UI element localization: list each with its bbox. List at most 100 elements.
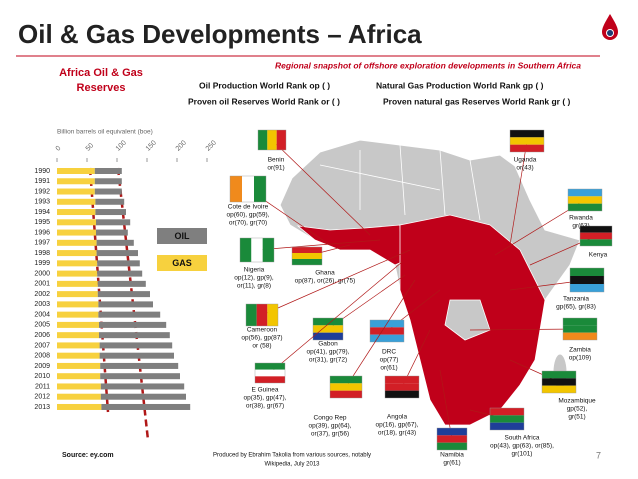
bar-segment	[57, 239, 97, 246]
flag-stripe	[262, 238, 274, 262]
flag	[329, 375, 363, 399]
flag	[489, 407, 525, 431]
bar-segment	[57, 352, 100, 359]
rank-key: Natural Gas Production World Rank gp ( )	[376, 80, 544, 90]
flag-stripe	[254, 176, 266, 202]
flag-stripe	[563, 318, 597, 326]
source: Source: ey.com	[62, 452, 114, 459]
country-ranks: op(60), gp(59),	[227, 212, 270, 219]
flag-stripe	[490, 422, 524, 430]
bar-segment	[94, 188, 122, 195]
bar-segment	[99, 321, 167, 328]
country-ranks: or (58)	[252, 343, 271, 350]
legend-swatch	[157, 255, 207, 271]
flag-stripe	[510, 130, 544, 138]
country-ranks: op(39), gp(64),	[309, 423, 352, 430]
bar-segment	[100, 393, 186, 400]
flag-stripe	[258, 130, 268, 150]
country-name: Ghana	[315, 270, 335, 277]
country-name: Nigeria	[244, 267, 265, 274]
bar-segment	[96, 239, 134, 246]
country-name: Congo Rep	[314, 415, 347, 422]
title: Oil & Gas Developments – Africa	[18, 19, 422, 49]
leader-line	[261, 249, 411, 316]
bar-segment	[95, 198, 125, 205]
subtitle: Regional snapshot of offshore exploratio…	[275, 60, 581, 70]
country-ranks: or(43)	[516, 165, 533, 172]
legend-label: OIL	[175, 231, 191, 241]
y-tick-label: 2012	[34, 394, 50, 401]
bar-segment	[100, 383, 185, 390]
flag	[312, 317, 344, 341]
flag	[254, 362, 286, 384]
flag-border	[245, 303, 279, 327]
flag-stripe	[490, 415, 524, 423]
flag-border	[509, 129, 545, 153]
country-ranks: gr(63)	[572, 223, 589, 230]
flag	[384, 375, 420, 399]
x-tick-label: 150	[145, 139, 158, 152]
country-ranks: op(56), gp(87)	[241, 335, 282, 342]
flag-stripe	[313, 332, 343, 340]
y-tick-label: 2001	[34, 281, 50, 288]
y-tick-label: 2005	[34, 322, 50, 329]
rank-key: Proven natural gas Reserves World Rank g…	[383, 96, 571, 106]
flag-stripe	[255, 363, 285, 370]
flag-stripe	[256, 304, 268, 326]
leader-line	[345, 279, 416, 388]
y-tick-label: 1994	[34, 209, 50, 216]
flag-stripe	[330, 383, 362, 391]
bar-segment	[96, 219, 131, 226]
bar-segment	[57, 250, 97, 257]
rank-key: Oil Production World Rank op ( )	[199, 80, 330, 90]
bar-segment	[97, 270, 143, 277]
flag-border	[569, 267, 605, 293]
bar-segment	[57, 291, 98, 298]
flag	[291, 246, 323, 266]
y-tick-label: 1998	[34, 250, 50, 257]
flag-stripe	[313, 325, 343, 333]
flag-stripe	[370, 327, 404, 335]
bar-segment	[96, 250, 138, 257]
y-tick-label: 1997	[34, 240, 50, 247]
country-name: Rwanda	[569, 215, 593, 222]
flag-border	[567, 188, 603, 212]
flag-stripe	[490, 408, 524, 416]
bar-segment	[57, 321, 99, 328]
flag-border	[254, 362, 286, 384]
flag-stripe	[568, 189, 602, 197]
bar-segment	[101, 403, 191, 410]
country-ranks: gp(52),	[567, 406, 588, 413]
flag	[436, 427, 468, 451]
x-tick-label: 0	[55, 145, 63, 153]
country-name: Kenya	[589, 252, 608, 259]
y-tick-label: 1990	[34, 168, 50, 175]
flag-stripe	[267, 130, 277, 150]
flag-stripe	[255, 376, 285, 383]
y-tick-label: 2011	[35, 383, 50, 390]
bar-segment	[97, 291, 150, 298]
flag-stripe	[292, 259, 322, 265]
x-tick-label: 100	[115, 139, 128, 152]
bar-segment	[57, 342, 100, 349]
bar-segment	[97, 260, 140, 267]
bar-segment	[57, 332, 99, 339]
x-tick-label: 250	[205, 139, 218, 152]
flag	[567, 188, 603, 212]
leader-line	[269, 261, 403, 374]
bar-segment	[94, 178, 122, 185]
flag-border	[329, 375, 363, 399]
x-axis-label: Billion barrels oil equivalent (boe)	[57, 129, 153, 136]
credit: Produced by Ebrahim Takolia from various…	[213, 453, 371, 459]
flag-border	[562, 317, 598, 341]
flag-stripe	[570, 268, 604, 276]
legend-label: GAS	[172, 258, 192, 268]
bar-segment	[99, 342, 173, 349]
flag	[229, 175, 267, 203]
flag-stripe	[542, 385, 576, 393]
bar-segment	[57, 373, 101, 380]
flag	[579, 225, 613, 247]
country-ranks: or(31), gr(72)	[309, 357, 347, 364]
country-name: Angola	[387, 414, 408, 421]
